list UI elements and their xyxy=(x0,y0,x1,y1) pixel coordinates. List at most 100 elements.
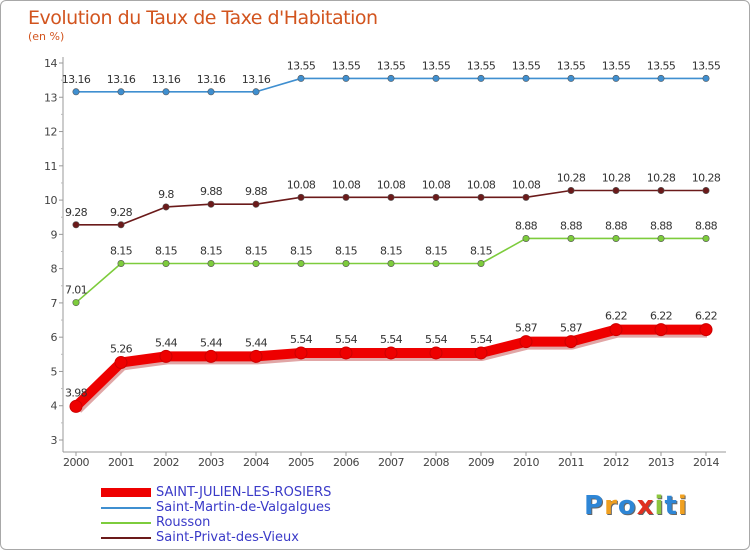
data-point xyxy=(567,234,575,242)
data-point xyxy=(162,259,170,267)
data-point xyxy=(657,74,665,82)
data-label: 5.87 xyxy=(515,322,538,335)
data-point xyxy=(477,193,485,201)
data-label: 13.55 xyxy=(557,59,586,72)
data-label: 8.88 xyxy=(650,219,673,232)
legend-swatch xyxy=(101,522,151,524)
legend-swatch xyxy=(101,537,151,539)
data-label: 9.88 xyxy=(200,185,223,198)
data-point xyxy=(522,74,530,82)
x-tick-label: 2004 xyxy=(243,456,269,469)
data-label: 10.28 xyxy=(692,171,721,184)
data-point xyxy=(657,186,665,194)
x-tick-label: 2007 xyxy=(378,456,404,469)
data-label: 10.08 xyxy=(512,178,541,191)
data-point xyxy=(342,259,350,267)
data-label: 8.15 xyxy=(425,244,448,257)
data-label: 6.22 xyxy=(605,310,627,323)
data-point xyxy=(612,186,620,194)
x-tick-label: 2000 xyxy=(63,456,89,469)
data-point xyxy=(252,88,260,96)
data-point xyxy=(432,193,440,201)
data-point xyxy=(342,193,350,201)
data-label: 5.54 xyxy=(290,333,313,346)
data-point xyxy=(654,323,668,337)
data-label: 7.01 xyxy=(65,284,87,297)
data-label: 5.87 xyxy=(560,322,583,335)
legend-swatch xyxy=(101,507,151,509)
data-point xyxy=(207,259,215,267)
data-point xyxy=(297,193,305,201)
data-label: 3.98 xyxy=(65,386,88,399)
data-point xyxy=(162,88,170,96)
data-point xyxy=(474,346,488,360)
data-point xyxy=(567,186,575,194)
data-point xyxy=(432,74,440,82)
data-label: 13.55 xyxy=(512,59,541,72)
data-point xyxy=(702,234,710,242)
chart-subtitle: (en %) xyxy=(28,30,65,43)
data-label: 10.08 xyxy=(332,178,361,191)
data-point xyxy=(159,349,173,363)
proxiti-logo: Proxiti xyxy=(584,491,688,521)
data-point xyxy=(522,234,530,242)
data-point xyxy=(387,259,395,267)
data-label: 13.16 xyxy=(242,73,271,86)
data-label: 10.28 xyxy=(557,171,586,184)
x-tick-label: 2002 xyxy=(153,456,179,469)
data-point xyxy=(567,74,575,82)
y-tick-label: 3 xyxy=(51,434,58,447)
x-tick-label: 2013 xyxy=(648,456,674,469)
legend-label: Saint-Privat-des-Vieux xyxy=(156,530,299,545)
data-label: 13.55 xyxy=(287,59,316,72)
data-point xyxy=(72,88,80,96)
data-label: 10.08 xyxy=(377,178,406,191)
data-point xyxy=(207,200,215,208)
y-tick-label: 6 xyxy=(51,331,58,344)
x-tick-label: 2009 xyxy=(468,456,494,469)
data-point xyxy=(72,299,80,307)
x-tick-label: 2012 xyxy=(603,456,629,469)
data-label: 5.44 xyxy=(245,336,268,349)
data-label: 10.08 xyxy=(422,178,451,191)
data-label: 8.88 xyxy=(560,219,583,232)
data-label: 8.15 xyxy=(335,244,358,257)
y-tick-label: 9 xyxy=(51,228,58,241)
legend-label: Saint-Martin-de-Valgalgues xyxy=(156,500,331,515)
y-tick-label: 12 xyxy=(44,126,57,139)
data-label: 8.15 xyxy=(110,244,133,257)
data-point xyxy=(699,323,713,337)
data-point xyxy=(162,203,170,211)
data-point xyxy=(114,356,128,370)
data-label: 13.55 xyxy=(467,59,496,72)
data-point xyxy=(342,74,350,82)
y-tick-label: 14 xyxy=(44,57,57,70)
data-label: 8.88 xyxy=(695,219,718,232)
x-tick-label: 2010 xyxy=(513,456,539,469)
data-label: 5.26 xyxy=(110,343,133,356)
data-point xyxy=(519,335,533,349)
data-point xyxy=(612,74,620,82)
data-label: 8.88 xyxy=(605,219,628,232)
data-label: 5.54 xyxy=(425,333,448,346)
y-tick-label: 13 xyxy=(44,91,57,104)
data-point xyxy=(522,193,530,201)
x-tick-label: 2008 xyxy=(423,456,449,469)
data-point xyxy=(657,234,665,242)
logo-letter: r xyxy=(604,491,618,521)
data-point xyxy=(69,399,83,413)
data-label: 9.8 xyxy=(158,188,174,201)
logo-letter: x xyxy=(636,491,655,521)
data-point xyxy=(387,74,395,82)
data-point xyxy=(297,74,305,82)
data-label: 13.16 xyxy=(62,73,91,86)
x-tick-label: 2011 xyxy=(558,456,584,469)
data-label: 13.55 xyxy=(692,59,721,72)
data-point xyxy=(609,323,623,337)
x-tick-label: 2006 xyxy=(333,456,359,469)
data-label: 5.44 xyxy=(200,336,223,349)
data-point xyxy=(72,221,80,229)
legend-label: SAINT-JULIEN-LES-ROSIERS xyxy=(156,485,332,500)
data-point xyxy=(117,88,125,96)
